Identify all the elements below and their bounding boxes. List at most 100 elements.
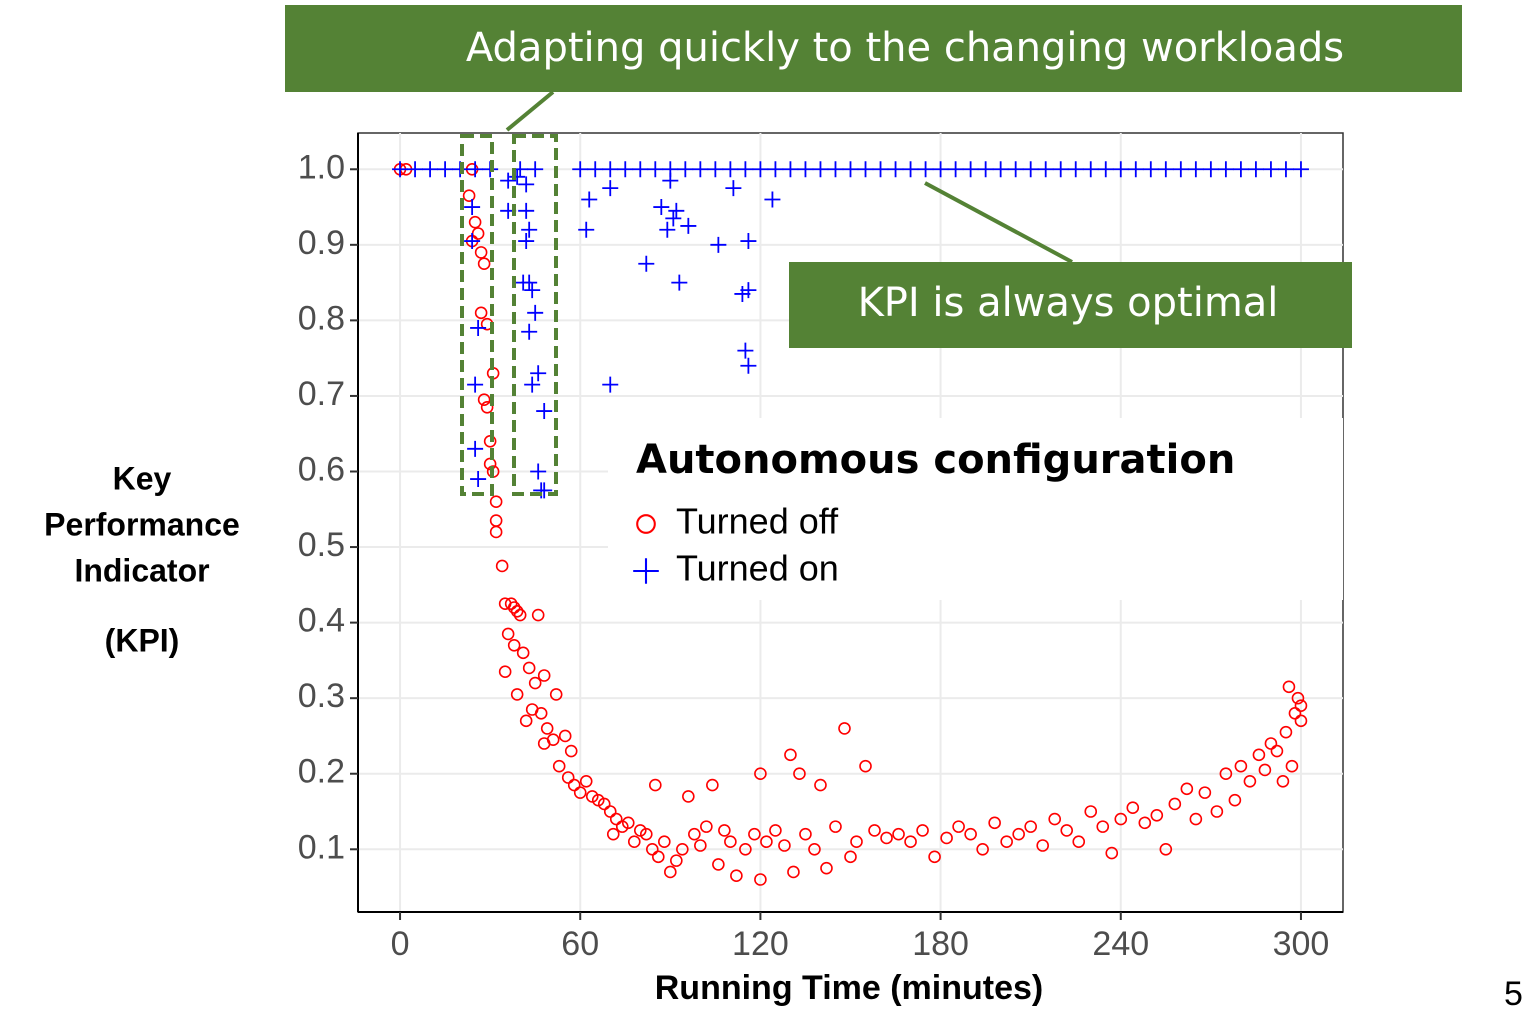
circle-marker (1285, 759, 1299, 773)
x-tick-label: 0 (391, 925, 410, 963)
plus-marker (1067, 161, 1084, 178)
y-tick-label: 0.7 (298, 375, 345, 413)
circle-marker (670, 854, 683, 867)
circle-marker (1294, 714, 1308, 728)
plus-marker (464, 233, 481, 250)
x-tick-label: 180 (912, 925, 969, 963)
y-axis-title-line: Indicator (74, 552, 209, 588)
circle-marker (1072, 835, 1086, 849)
circle-marker (480, 400, 494, 414)
plus-marker (1082, 161, 1099, 178)
circle-marker (1219, 767, 1233, 781)
circle-marker (474, 246, 488, 259)
circle-marker (1264, 737, 1278, 750)
x-axis-title: Running Time (minutes) (655, 969, 1043, 1007)
circle-marker (1000, 835, 1013, 849)
plus-marker (572, 161, 589, 178)
plus-marker (464, 199, 481, 216)
circle-marker (1024, 820, 1037, 833)
circle-marker (567, 778, 581, 792)
circle-marker (1096, 820, 1110, 833)
circle-marker (682, 790, 695, 803)
x-tick-label: 240 (1092, 925, 1149, 963)
circle-marker (606, 827, 620, 841)
circle-marker (1084, 805, 1098, 818)
circle-marker (724, 835, 737, 849)
plus-marker (932, 161, 949, 178)
circle-marker (1126, 801, 1140, 815)
y-tick-label: 0.3 (298, 677, 345, 715)
circle-marker (477, 393, 491, 407)
annotation-box (285, 5, 1462, 92)
plus-marker (1022, 161, 1039, 178)
plus-marker (524, 376, 541, 393)
circle-marker (829, 820, 842, 833)
circle-marker (627, 835, 641, 849)
circle-marker (730, 869, 743, 883)
plus-marker (740, 357, 757, 374)
circle-marker (904, 835, 917, 849)
plus-marker (524, 282, 541, 299)
plus-marker (947, 161, 964, 178)
plus-marker (1097, 161, 1114, 178)
circle-marker (1228, 793, 1242, 807)
circle-marker (1276, 774, 1290, 788)
plus-marker (1292, 161, 1309, 178)
circle-marker (510, 688, 524, 701)
plus-marker (1262, 161, 1279, 178)
circle-marker (636, 514, 656, 534)
circle-marker (507, 601, 521, 614)
plus-marker (509, 168, 526, 185)
plus-marker (602, 161, 619, 178)
y-axis-title-line: Performance (44, 506, 240, 542)
circle-marker (549, 688, 563, 701)
circle-marker (1159, 842, 1173, 856)
plus-marker (1277, 161, 1294, 178)
plus-marker (1157, 161, 1174, 178)
circle-marker (537, 669, 551, 682)
plus-marker (633, 558, 659, 584)
circle-marker (1180, 782, 1194, 796)
circle-marker (1060, 824, 1074, 837)
circle-marker (688, 827, 701, 841)
circle-marker (1114, 812, 1128, 826)
circle-marker (769, 824, 782, 837)
plus-marker (470, 319, 487, 336)
plus-marker (725, 180, 742, 197)
y-axis-title-line: (KPI) (105, 622, 180, 658)
circle-marker (474, 306, 488, 320)
circle-marker (1036, 839, 1049, 852)
circle-marker (603, 805, 617, 818)
circle-marker (513, 608, 527, 622)
plus-marker (518, 202, 535, 219)
circle-marker (718, 824, 731, 837)
circle-marker (597, 797, 611, 811)
y-tick-label: 0.8 (298, 299, 345, 337)
plus-marker (1217, 161, 1234, 178)
circle-marker (739, 842, 752, 856)
circle-marker (1279, 725, 1293, 739)
plus-marker (602, 180, 619, 197)
plus-marker (671, 274, 688, 291)
circle-marker (844, 850, 857, 864)
plus-marker (1172, 161, 1189, 178)
circle-marker (814, 778, 827, 792)
circle-marker (649, 778, 662, 792)
circle-marker (645, 842, 659, 856)
plus-marker (521, 274, 538, 291)
plus-marker (632, 161, 649, 178)
plus-marker (536, 482, 553, 499)
plus-marker (767, 161, 784, 178)
x-tick-label: 300 (1273, 925, 1330, 963)
plus-marker (518, 176, 535, 193)
circle-marker (1168, 797, 1182, 811)
circle-marker (793, 767, 806, 781)
y-tick-label: 1.0 (298, 148, 345, 186)
circle-marker (501, 627, 515, 641)
y-tick-label: 0.1 (298, 828, 345, 866)
plus-marker (827, 161, 844, 178)
plus-marker (680, 217, 697, 234)
plus-marker (527, 304, 544, 321)
plus-marker (962, 161, 979, 178)
plus-marker (467, 376, 484, 393)
